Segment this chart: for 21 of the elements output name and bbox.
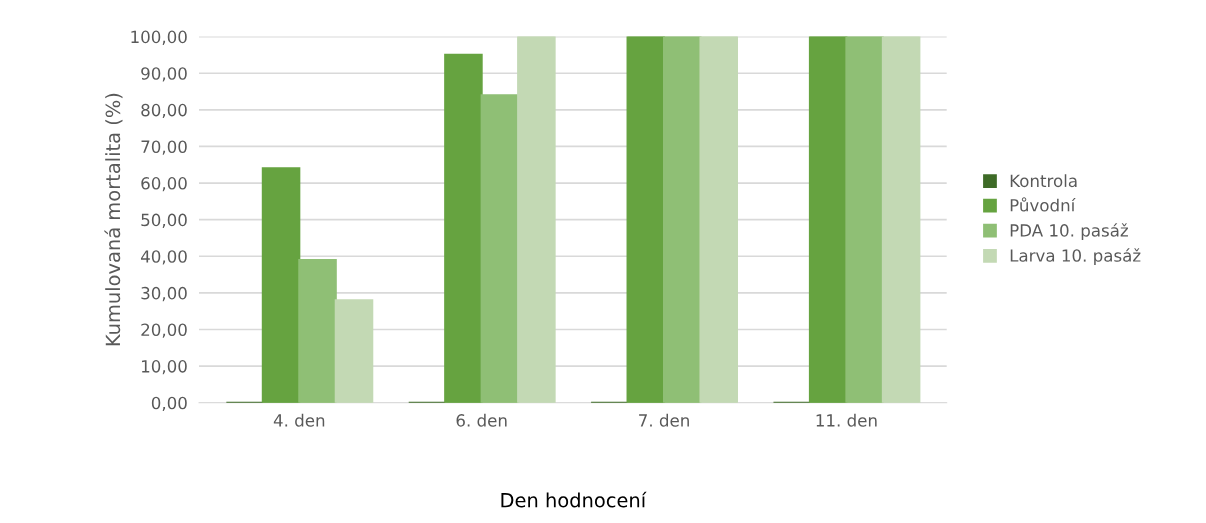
legend-label: Kontrola [1010,174,1077,188]
x-tick-label: 7. den [639,413,689,427]
y-tick-label: 60,00 [141,177,187,192]
y-tick-label: 50,00 [141,213,187,228]
y-tick-label: 80,00 [141,103,187,119]
y-tick-label: 40,00 [140,250,187,265]
legend-label: Larva 10. pasáž [1010,248,1141,266]
y-tick-label: 30,00 [141,286,187,302]
x-tick-label: 11. den [816,413,877,427]
x-tick-label: 4. den [273,413,325,427]
y-tick-label: 100,00 [131,30,187,45]
y-tick-label: 90,00 [141,67,187,82]
legend-label: PDA 10. pasáž [1010,223,1128,240]
y-axis-title: Kumulovaná mortalita (%) [104,93,123,346]
legend-label: Původní [1010,197,1076,212]
y-tick-label: 10,00 [142,360,187,375]
y-tick-label: 20,00 [141,323,187,338]
y-tick-label: 0,00 [151,396,187,411]
x-axis-title: Den hodnocení [501,491,647,508]
y-tick-label: 70,00 [141,140,187,155]
x-tick-label: 6. den [456,413,507,427]
